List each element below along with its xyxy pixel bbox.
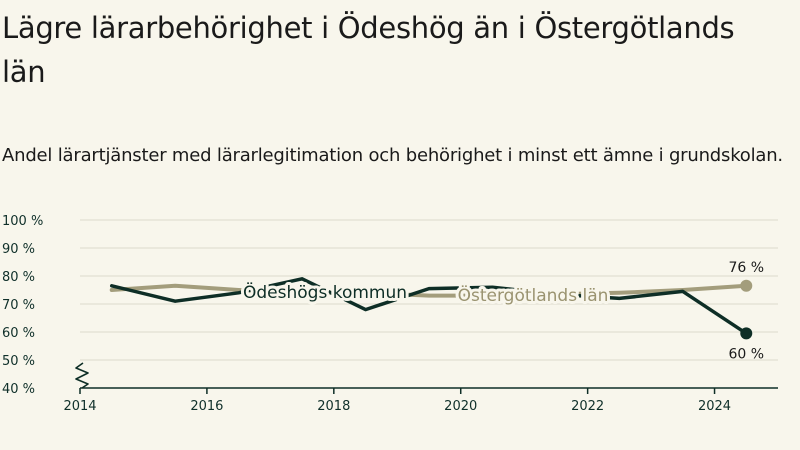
line-chart: 40 %50 %60 %70 %80 %90 %100 % 2014 2016 20… [2, 214, 778, 414]
end-value-label-odeshogs-kommun: 60 % [728, 346, 764, 362]
series-line-odeshogs-kommun [109, 277, 749, 336]
x-axis: 2014 2016 2018 2020 2022 2024 [63, 387, 778, 414]
y-axis-ticks: 40 % 50 % 60 % 70 % 80 % 90 % 100 % [2, 214, 43, 397]
end-marker-ostergotlands-lan [740, 279, 753, 292]
y-tick-label-100: 100 % [2, 214, 43, 229]
grid-lines [80, 219, 778, 361]
end-value-label-ostergotlands-lan: 76 % [728, 260, 764, 276]
chart-subtitle: Andel lärartjänster med lärarlegitimatio… [2, 145, 783, 166]
axis-break-zigzag [75, 362, 89, 389]
x-tick-label-2022: 2022 [571, 399, 604, 414]
series-line-ostergotlands-lan [109, 283, 749, 298]
end-marker-odeshogs-kommun [740, 327, 753, 340]
x-tick-label-2016: 2016 [190, 399, 223, 414]
y-tick-label-80: 80 % [2, 270, 35, 285]
x-tick-label-2020: 2020 [444, 399, 477, 414]
series-label-ostergotlands-lan: Östergötlands län [458, 284, 609, 306]
y-tick-label-40: 40 % [2, 382, 35, 397]
axis-break-icon [75, 362, 89, 389]
x-tick-label-2014: 2014 [63, 399, 96, 414]
series-group [109, 277, 753, 340]
series-label-odeshogs-kommun: Ödeshögs kommun [243, 281, 407, 303]
y-tick-label-70: 70 % [2, 298, 35, 313]
x-tick-label-2024: 2024 [698, 399, 731, 414]
chart-title: Lägre lärarbehörighet i Ödeshög än i Öst… [2, 11, 735, 89]
y-tick-label-50: 50 % [2, 354, 35, 369]
x-tick-label-2018: 2018 [317, 399, 350, 414]
y-tick-label-60: 60 % [2, 326, 35, 341]
series-label-odeshogs-kommun-halo: Ödeshögs kommun [243, 281, 407, 303]
series-label-ostergotlands-lan-halo: Östergötlands län [458, 284, 609, 306]
y-tick-label-90: 90 % [2, 242, 35, 257]
